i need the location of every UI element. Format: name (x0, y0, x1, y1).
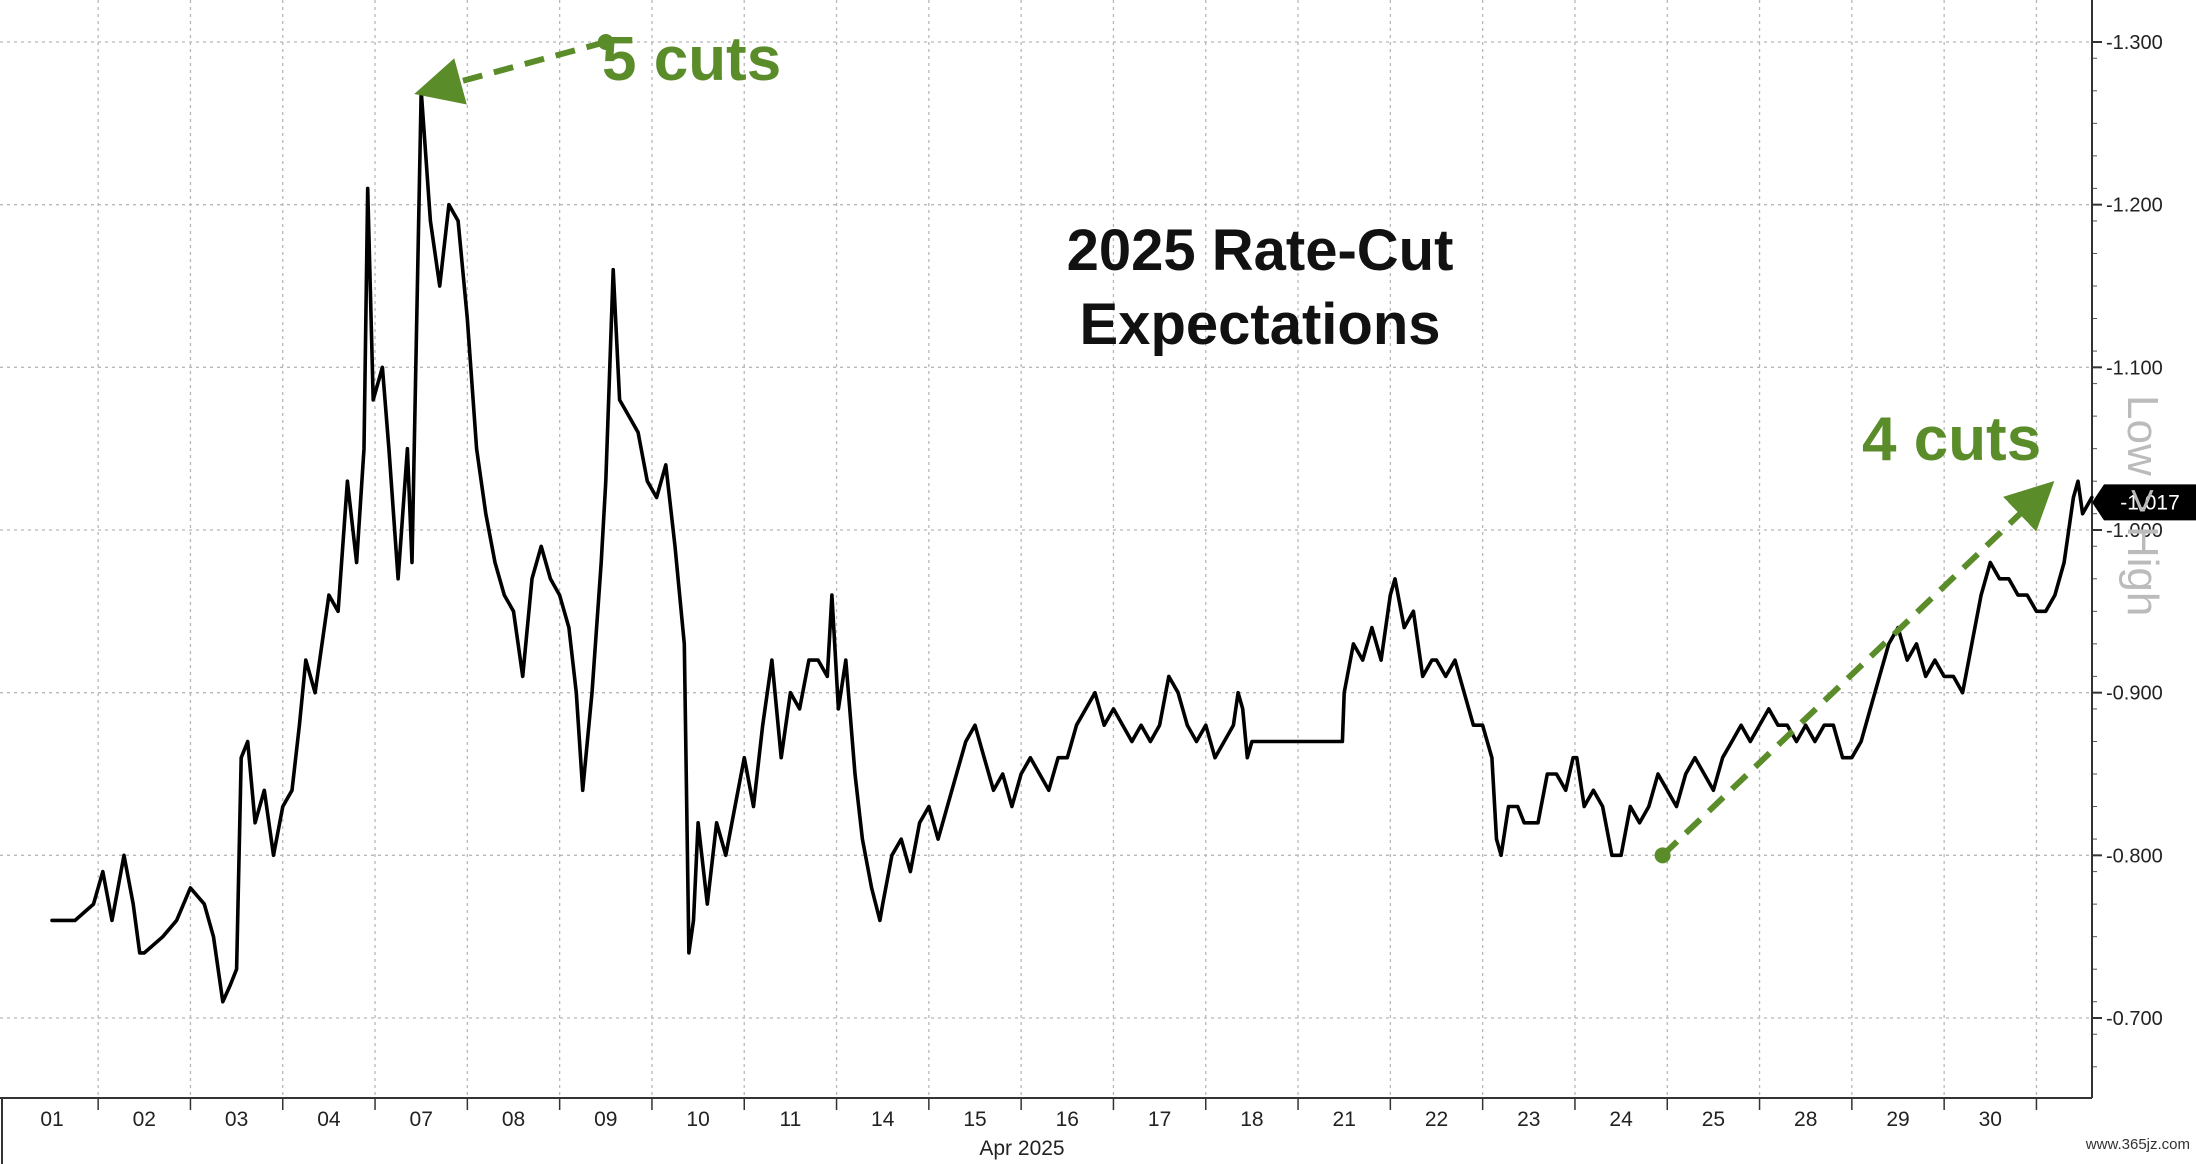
series-line (50, 89, 2094, 1004)
y-tick-label: -1.300 (2106, 32, 2163, 54)
grid-layer (0, 0, 2092, 1098)
annotation-arrow (1660, 481, 2055, 858)
y-tick-label: -1.100 (2106, 357, 2163, 379)
x-tick-label: 08 (502, 1108, 525, 1131)
x-tick-label: 28 (1794, 1108, 1817, 1131)
last-value-badge: -1.017 (2092, 484, 2196, 521)
x-tick-label: 30 (1979, 1108, 2002, 1131)
x-tick-label: 14 (871, 1108, 895, 1131)
annotation-layer: 5 cuts 4 cuts (414, 25, 2055, 864)
series-layer (50, 89, 2094, 1004)
x-tick-label: 17 (1148, 1108, 1171, 1131)
last-value-badge-shape (2092, 484, 2196, 521)
chart-title-line-2: Expectations (1080, 292, 1441, 357)
y-tick-label: -0.900 (2106, 683, 2163, 705)
x-tick-label: 09 (594, 1108, 617, 1131)
annotation-label: 5 cuts (602, 25, 781, 94)
x-tick-label: 29 (1886, 1108, 1909, 1131)
x-tick-label: 03 (225, 1108, 248, 1131)
x-tick-label: 10 (686, 1108, 709, 1131)
last-value-label: -1.017 (2120, 491, 2180, 514)
x-tick-label: 07 (410, 1108, 433, 1131)
annotation-arrow-dot (597, 34, 614, 50)
x-tick-label: 15 (963, 1108, 986, 1131)
y-tick-label: -0.700 (2106, 1008, 2163, 1030)
annotation-arrow-dot (1654, 847, 1671, 864)
x-tick-label: 24 (1609, 1108, 1633, 1131)
x-tick-label: 25 (1702, 1108, 1725, 1131)
x-tick-label: 11 (779, 1108, 801, 1131)
low-high-side-label: Low > High (2118, 395, 2167, 616)
chart-title-line-1: 2025 Rate-Cut (1067, 218, 1454, 283)
y-tick-label: -1.200 (2106, 195, 2163, 217)
annotation-label: 4 cuts (1862, 405, 2041, 474)
x-axis-month-label: Apr 2025 (979, 1137, 1064, 1160)
x-tick-label: 02 (133, 1108, 156, 1131)
x-tick-label: 23 (1517, 1108, 1540, 1131)
x-tick-label: 18 (1240, 1108, 1263, 1131)
watermark-text: www.365jz.com (2085, 1136, 2190, 1153)
x-tick-label: 04 (317, 1108, 341, 1131)
x-tick-label: 01 (40, 1108, 63, 1131)
x-tick-label: 21 (1333, 1108, 1356, 1131)
y-tick-label: -0.800 (2106, 845, 2163, 867)
y-tick-label: -1.000 (2106, 520, 2163, 542)
x-tick-label: 16 (1056, 1108, 1079, 1131)
x-tick-label: 22 (1425, 1108, 1448, 1131)
